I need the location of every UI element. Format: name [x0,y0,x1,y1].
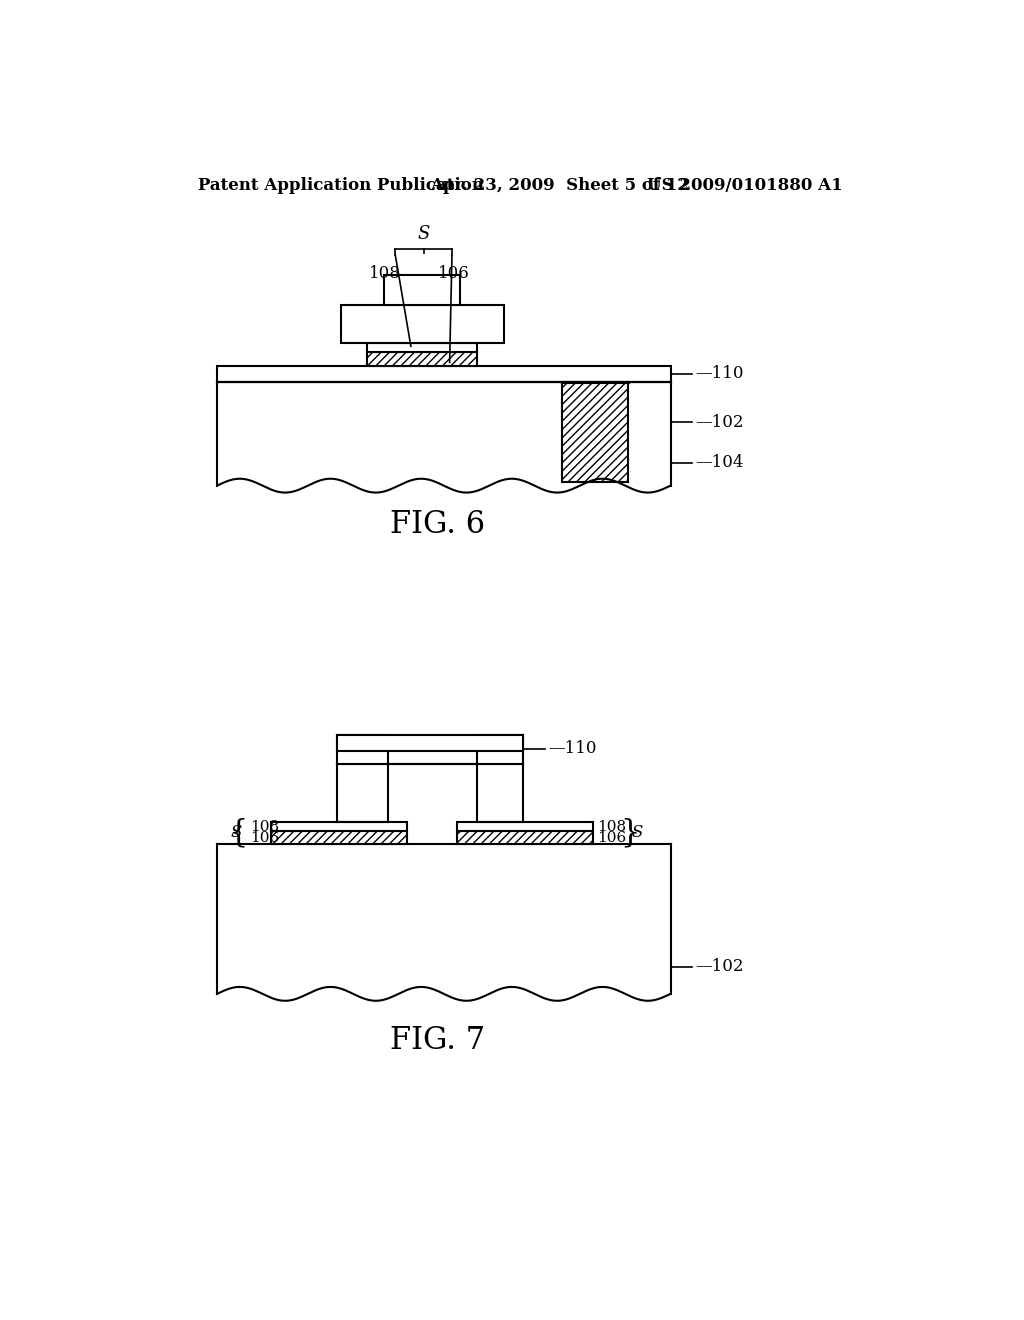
Bar [337,735,388,764]
Text: —102: —102 [695,413,743,430]
Text: 108: 108 [597,820,626,834]
Text: 106: 106 [437,264,469,281]
Text: FIG. 6: FIG. 6 [390,508,485,540]
Text: 108: 108 [250,820,279,834]
Text: 108: 108 [370,264,401,281]
Bar [477,735,523,764]
Text: Apr. 23, 2009  Sheet 5 of 12: Apr. 23, 2009 Sheet 5 of 12 [430,177,689,194]
Text: S: S [230,825,242,841]
Bar [271,822,407,832]
Text: —110: —110 [695,366,743,383]
Bar [458,822,593,832]
Text: —102: —102 [695,958,743,975]
Bar [384,276,460,305]
Text: 106: 106 [597,830,626,845]
Text: {: { [228,817,248,849]
Text: S: S [632,825,643,841]
Bar [271,832,407,843]
Text: FIG. 7: FIG. 7 [390,1024,485,1056]
Text: US 2009/0101880 A1: US 2009/0101880 A1 [647,177,843,194]
Text: —110: —110 [548,741,597,758]
Text: —104: —104 [695,454,743,471]
Bar [562,381,628,482]
Text: 106: 106 [250,830,279,845]
Bar [337,735,523,751]
Text: S: S [418,226,430,243]
Text: }: } [621,817,640,849]
Bar [367,352,477,367]
Text: Patent Application Publication: Patent Application Publication [198,177,483,194]
Bar [341,305,504,343]
Bar [367,343,477,352]
Bar [458,832,593,843]
Bar [217,367,671,381]
